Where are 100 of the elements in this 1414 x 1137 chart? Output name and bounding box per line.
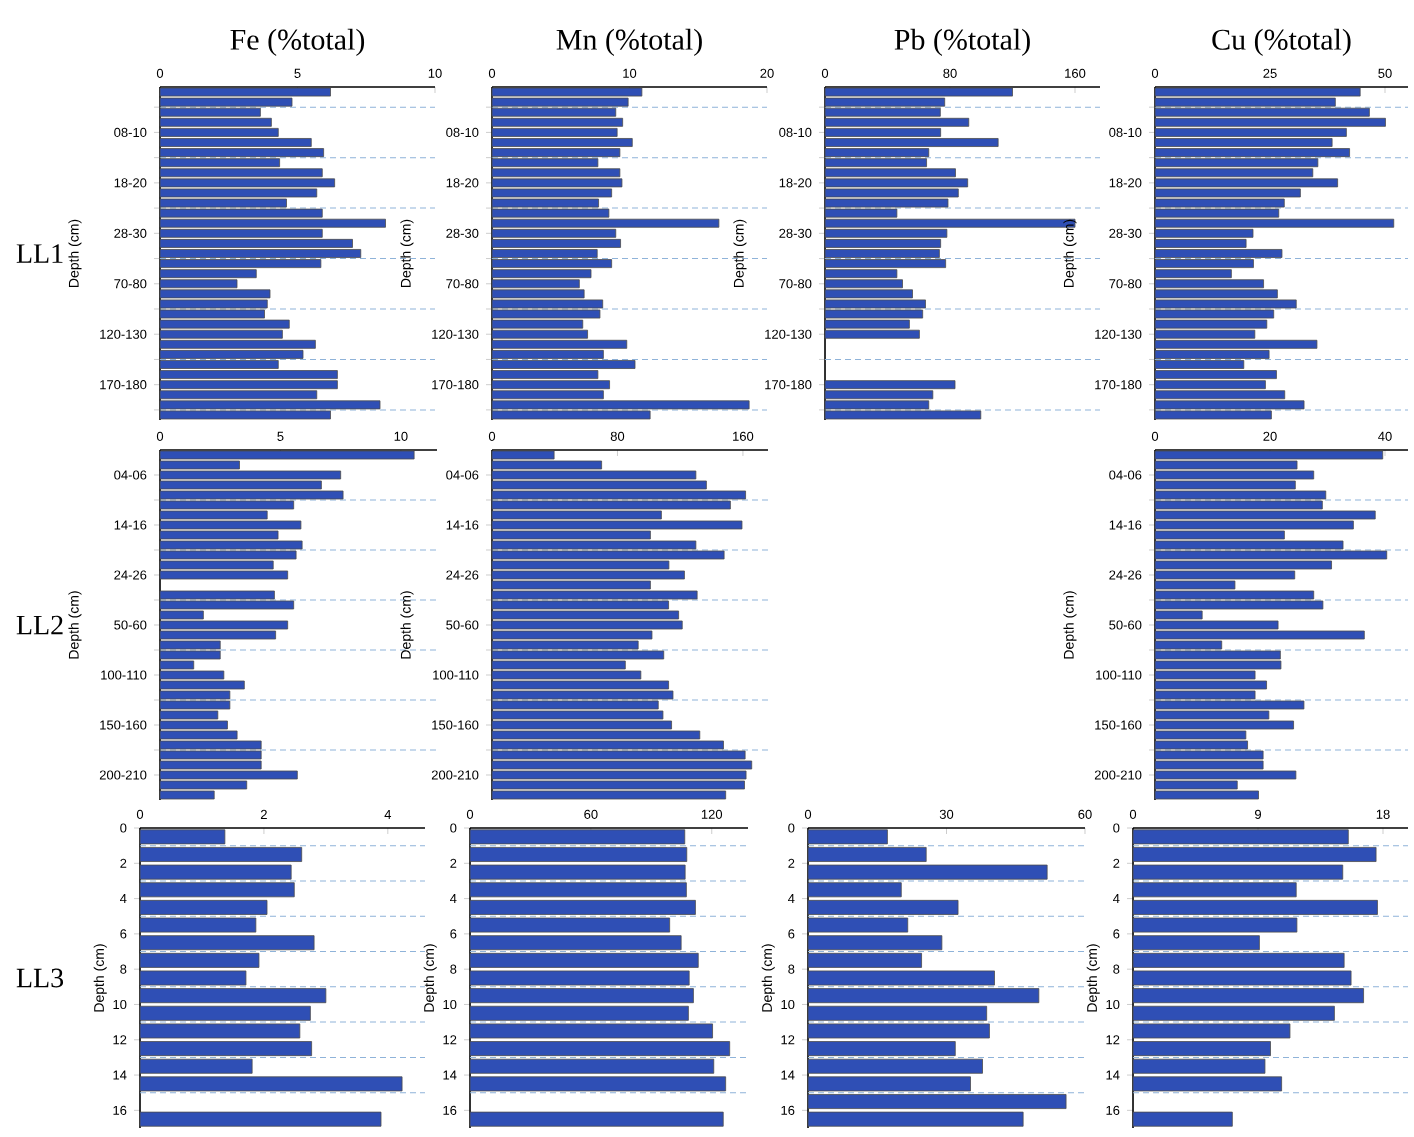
y-tick-label: 10 [443,999,457,1010]
bar [807,864,1048,880]
bar [1132,1041,1271,1057]
y-tick-label: 14-16 [1109,520,1142,530]
y-axis-title: Depth (cm) [423,944,437,1012]
bar [469,970,690,986]
y-tick-label: 8 [450,964,457,974]
y-tick-label: 24-26 [446,570,479,580]
y-tick-label: 170-180 [765,380,812,390]
bar [807,1111,1024,1127]
y-axis-title: Depth (cm) [68,219,82,287]
x-tick-label: 30 [939,809,954,819]
bar [139,1058,253,1074]
y-tick-label: 04-06 [1109,470,1142,480]
y-tick-label: 12 [781,1035,795,1045]
bar [139,829,226,845]
y-tick-label: 14 [1106,1070,1120,1080]
x-tick-label: 4 [384,810,392,819]
bar [807,847,927,862]
bar [139,1005,311,1021]
y-tick-label: 70-80 [779,279,812,289]
y-tick-label: 150-160 [100,720,147,730]
bar [139,988,327,1004]
bar [1132,864,1344,880]
y-tick-label: 04-06 [114,470,147,480]
bar [469,988,694,1004]
y-tick-label: 12 [113,1035,127,1045]
y-tick-label: 0 [120,823,127,833]
y-tick-label: 170-180 [100,380,147,390]
y-tick-label: 2 [1113,858,1120,868]
bar [469,1111,724,1127]
x-tick-label: 5 [277,431,284,441]
x-tick-label: 120 [701,809,723,819]
y-tick-label: 0 [1113,823,1120,833]
x-tick-label: 160 [733,431,754,441]
bar [469,935,682,951]
bar [1132,952,1345,968]
y-axis-title: Depth (cm) [68,591,82,659]
bar [807,1076,971,1092]
y-tick-label: 0 [450,823,457,833]
x-tick-label: 20 [1263,431,1277,441]
bar [807,1023,990,1039]
x-tick-label: 0 [156,68,164,78]
bar [469,1023,713,1039]
y-tick-label: 70-80 [1109,279,1142,289]
y-tick-label: 04-06 [446,470,479,480]
y-tick-label: 4 [450,894,457,904]
y-tick-label: 100-110 [101,670,147,680]
y-tick-label: 2 [788,858,795,868]
x-tick-label: 10 [623,68,637,78]
bar [1132,829,1349,845]
y-tick-label: 50-60 [446,620,479,630]
bar [469,917,671,933]
y-tick-label: 10 [781,999,795,1010]
bar [807,882,902,898]
y-tick-label: 10 [113,999,127,1010]
bar [807,1094,1067,1109]
bar [469,847,688,862]
y-axis-title: Depth (cm) [1063,591,1077,659]
bar [807,899,959,915]
y-tick-label: 150-160 [1095,720,1142,730]
bar [139,917,257,933]
x-tick-label: 5 [294,68,301,78]
bar [1132,1023,1291,1039]
x-tick-label: 60 [1078,809,1092,819]
y-tick-label: 08-10 [1109,127,1142,138]
y-tick-label: 24-26 [1109,570,1142,580]
y-tick-label: 4 [1113,894,1120,904]
bar [807,1005,988,1021]
x-tick-label: 0 [1151,68,1159,78]
y-tick-label: 10 [1106,999,1120,1010]
x-tick-label: 0 [156,431,164,441]
y-tick-label: 50-60 [114,620,147,630]
y-tick-label: 14 [781,1070,795,1080]
y-tick-label: 16 [113,1105,127,1115]
y-tick-label: 28-30 [446,228,479,238]
y-tick-label: 08-10 [446,127,479,138]
y-axis-title: Depth (cm) [1086,944,1100,1012]
bar [469,1058,715,1074]
bar [1132,1076,1283,1092]
x-tick-label: 0 [488,68,496,78]
y-tick-label: 70-80 [446,279,479,289]
x-tick-label: 80 [943,68,957,78]
bar [1132,1005,1335,1021]
bar [469,899,696,915]
y-tick-label: 200-210 [431,770,479,780]
y-tick-label: 4 [120,894,127,904]
y-tick-label: 8 [120,964,127,974]
y-tick-label: 14-16 [114,520,147,530]
bar [807,1041,956,1057]
y-tick-label: 6 [450,929,457,939]
bar [1132,882,1297,898]
y-tick-label: 170-180 [1095,380,1142,390]
y-tick-label: 12 [1106,1035,1120,1045]
bar [1132,935,1260,951]
y-tick-label: 120-130 [100,329,147,339]
y-tick-label: 50-60 [1109,620,1142,630]
x-tick-label: 0 [821,68,829,78]
bar [139,882,295,898]
bar [469,1076,727,1092]
